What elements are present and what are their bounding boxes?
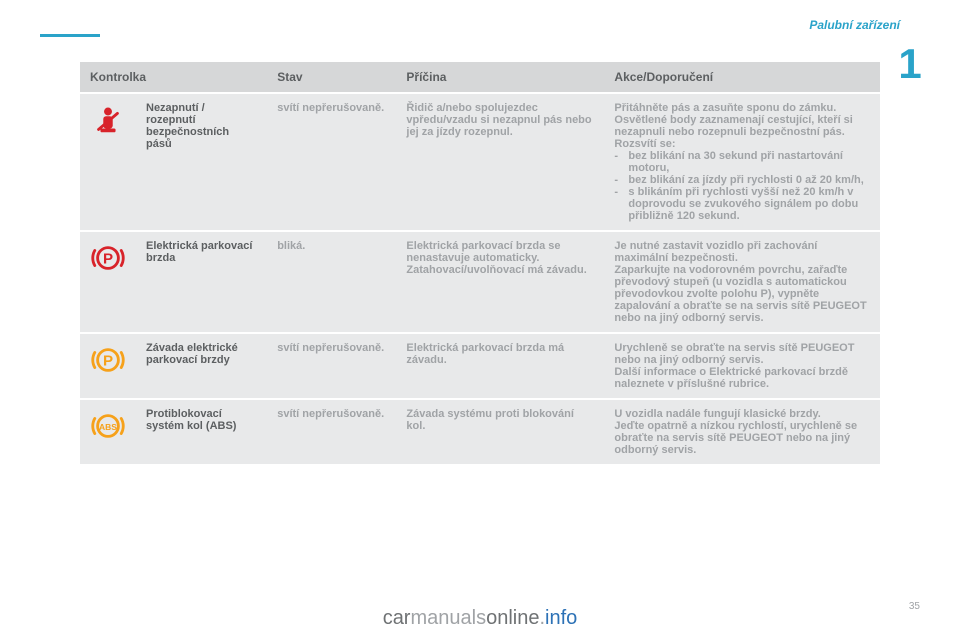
indicator-label: Protiblokovací systém kol (ABS) <box>136 400 267 464</box>
indicator-state: svítí nepřerušovaně. <box>267 334 396 398</box>
indicator-icon-cell <box>80 94 136 230</box>
footer-manuals: manuals <box>410 607 486 629</box>
indicator-action: Je nutné zastavit vozidlo při zachování … <box>604 232 880 332</box>
indicator-state: svítí nepřerušovaně. <box>267 94 396 230</box>
indicator-label: Závada elektrické parkovací brzdy <box>136 334 267 398</box>
indicator-action: Urychleně se obraťte na servis sítě PEUG… <box>604 334 880 398</box>
chapter-number: 1 <box>890 40 930 88</box>
indicator-cause: Řidič a/nebo spolujezdec vpředu/vzadu si… <box>396 94 604 230</box>
col-header-kontrolka: Kontrolka <box>80 62 267 92</box>
list-item: s blikáním při rychlosti vyšší než 20 km… <box>614 186 870 222</box>
page-container: { "colors": { "accent": "#2aa3c9", "head… <box>0 0 960 640</box>
seatbelt-icon <box>91 103 125 137</box>
indicator-action-list: bez blikání na 30 sekund při nastartován… <box>614 150 870 222</box>
footer-online: online <box>486 607 539 629</box>
parking-brake-icon: P <box>91 241 125 275</box>
footer-info: info <box>545 607 577 629</box>
indicator-cause: Elektrická parkovací brzda má závadu. <box>396 334 604 398</box>
svg-text:ABS: ABS <box>99 422 117 432</box>
col-header: Příčina <box>396 62 604 92</box>
svg-text:P: P <box>103 353 113 370</box>
indicator-icon-cell: P <box>80 232 136 332</box>
indicator-label: Nezapnutí / rozepnutí bezpečnostních pás… <box>136 94 267 230</box>
indicator-icon-cell: ABS <box>80 400 136 464</box>
indicator-action-text: Je nutné zastavit vozidlo při zachování … <box>614 240 870 324</box>
indicator-action-text: Přitáhněte pás a zasuňte sponu do zámku.… <box>614 102 870 150</box>
accent-bar <box>40 34 100 37</box>
indicator-state: svítí nepřerušovaně. <box>267 400 396 464</box>
indicator-label: Elektrická parkovací brzda <box>136 232 267 332</box>
table-row: ABS Protiblokovací systém kol (ABS)svítí… <box>80 400 880 464</box>
table-row: P Elektrická parkovací brzdabliká.Elektr… <box>80 232 880 332</box>
list-item: bez blikání na 30 sekund při nastartován… <box>614 150 870 174</box>
svg-text:P: P <box>103 251 113 268</box>
indicator-cause: Závada systému proti blokování kol. <box>396 400 604 464</box>
footer-url: carmanualsonline.info <box>0 607 960 630</box>
footer-car: car <box>383 607 411 629</box>
col-header: Stav <box>267 62 396 92</box>
indicator-action: U vozidla nadále fungují klasické brzdy.… <box>604 400 880 464</box>
abs-icon: ABS <box>91 409 125 443</box>
breadcrumb: Palubní zařízení <box>809 18 900 32</box>
table-row: Nezapnutí / rozepnutí bezpečnostních pás… <box>80 94 880 230</box>
indicator-icon-cell: P <box>80 334 136 398</box>
indicator-cause: Elektrická parkovací brzda se nenastavuj… <box>396 232 604 332</box>
indicator-table: KontrolkaStavPříčinaAkce/Doporučení Neza… <box>80 60 880 466</box>
indicator-action: Přitáhněte pás a zasuňte sponu do zámku.… <box>604 94 880 230</box>
indicator-state: bliká. <box>267 232 396 332</box>
col-header: Akce/Doporučení <box>604 62 880 92</box>
table-row: P Závada elektrické parkovací brzdysvítí… <box>80 334 880 398</box>
parking-brake-fault-icon: P <box>91 343 125 377</box>
indicator-action-text: U vozidla nadále fungují klasické brzdy.… <box>614 408 870 456</box>
indicator-action-text: Urychleně se obraťte na servis sítě PEUG… <box>614 342 870 390</box>
list-item: bez blikání za jízdy při rychlosti 0 až … <box>614 174 870 186</box>
